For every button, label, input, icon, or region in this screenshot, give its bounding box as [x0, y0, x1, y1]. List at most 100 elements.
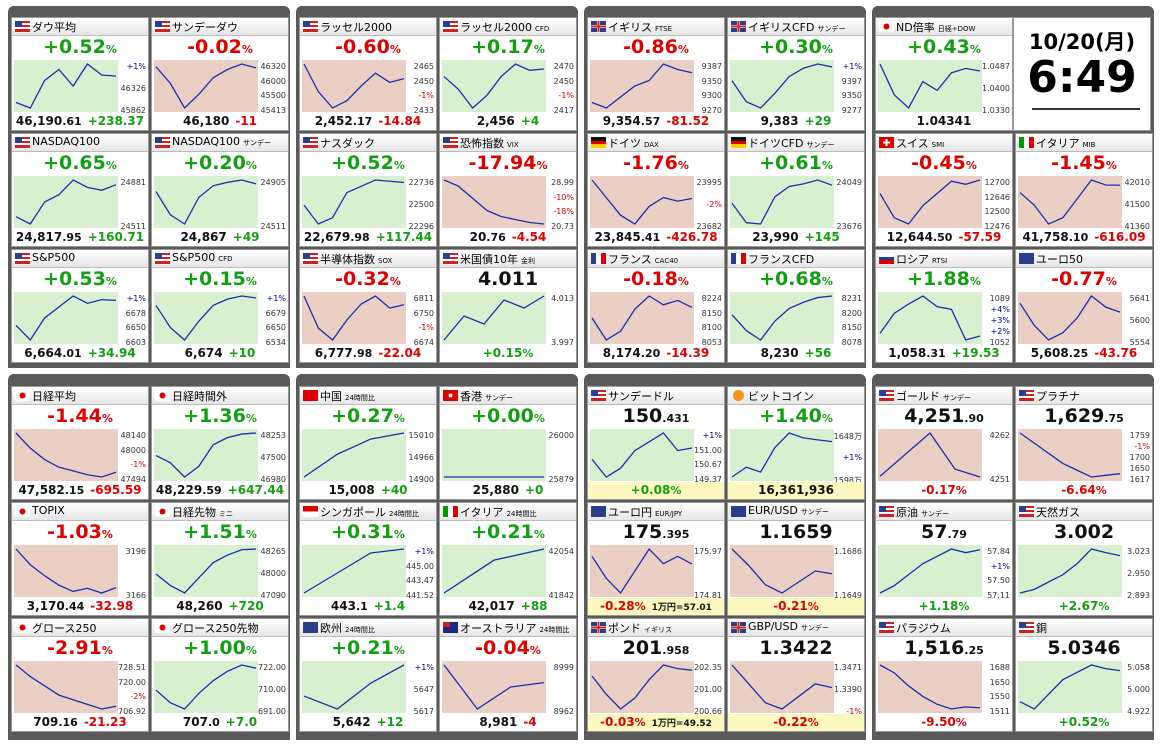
flag-icon	[443, 622, 458, 633]
axis-label: 1688	[989, 663, 1010, 672]
price-line	[443, 179, 545, 225]
axis-label: -1%	[846, 707, 862, 716]
axis-label: 12500	[984, 207, 1010, 217]
tile-tag: SMI	[931, 141, 945, 149]
chart-bg	[730, 292, 834, 344]
tile-name: NASDAQ100	[32, 135, 100, 148]
rule	[1032, 108, 1140, 110]
sparkline-chart	[302, 176, 406, 228]
tile-header: オーストラリア 24時間比	[440, 619, 576, 637]
flag-part	[303, 390, 318, 401]
headline-value: +0.52%	[43, 36, 117, 58]
chart-bg	[878, 545, 982, 597]
axis-label: 42010	[1124, 178, 1150, 187]
axis-label: 691.00	[258, 707, 286, 716]
axis-label: 8962	[553, 707, 574, 716]
footer-value: 48,229.59	[155, 483, 222, 497]
flag-part	[731, 144, 746, 148]
footer-value: +160.71	[87, 230, 145, 244]
axis-label: 24905	[260, 178, 286, 187]
chart-bg	[442, 545, 546, 597]
tile-title: ロシア	[896, 253, 929, 266]
chart-bg	[442, 661, 546, 713]
flag-part	[443, 261, 458, 263]
headline-value: +0.43%	[907, 36, 981, 58]
axis-label: -2%	[130, 692, 146, 702]
flag-part	[731, 253, 736, 264]
market-tile: GBP/USD サンデー 1.3422 1.3471 1.3390 -1% -0.22%	[727, 618, 865, 732]
chart-bg	[730, 429, 834, 481]
chart-bg	[14, 429, 118, 481]
tile-name: ND倍率 日経÷DOW	[896, 19, 975, 35]
tile-title: シンガポール	[320, 506, 386, 519]
flag-icon	[591, 253, 606, 264]
axis-label: 6674	[413, 338, 434, 347]
sparkline-chart	[154, 176, 258, 228]
tile-tag: サンデー	[485, 394, 513, 402]
tile-header: イギリス FTSE	[588, 18, 724, 36]
flag-icon	[1019, 506, 1034, 517]
tile-header: 欧州 24時間比	[300, 619, 436, 637]
flag-part	[443, 21, 450, 27]
tile-footer: 42,017 +88	[440, 598, 576, 615]
axis-label: +4%	[990, 305, 1010, 314]
tile-header: ロシア RTSI	[876, 250, 1012, 268]
market-tile: ラッセル2000 -0.60% 2465 2450 -1% 2433 2,452.17 -14…	[299, 17, 437, 131]
footer-value: -0.17%	[921, 483, 967, 497]
axis-label: -1%	[558, 91, 574, 101]
flag-part	[879, 506, 886, 512]
chart-bg	[730, 60, 834, 112]
axis-label: 6603	[125, 338, 146, 347]
price-line	[1019, 179, 1121, 225]
axis-label: +1%	[126, 62, 146, 71]
sparkline-chart	[442, 292, 546, 344]
footer-value: +0	[524, 483, 544, 497]
flag-part	[303, 263, 318, 264]
axis-label: 8150	[701, 308, 722, 318]
tile-footer: 9,354.57 -81.52	[588, 113, 724, 130]
tile-header: 半導体指数 SOX	[300, 250, 436, 268]
footer-value: 1.04341	[916, 114, 972, 128]
tile-name: 米国債10年 金利	[460, 251, 535, 267]
flag-part	[15, 253, 22, 259]
flag-part	[15, 257, 30, 259]
sparkline-chart	[878, 176, 982, 228]
tile-title: フランス	[608, 253, 652, 266]
tile-header: サンデードル	[588, 387, 724, 405]
tile-title: 恐怖指数	[460, 137, 504, 150]
tile-name: 銅	[1036, 620, 1047, 636]
footer-value: -426.78	[666, 230, 718, 244]
flag-part	[303, 506, 318, 512]
chart-bg	[302, 545, 406, 597]
chart-bg	[1018, 429, 1122, 481]
flag-part	[733, 390, 744, 401]
axis-label: -1%	[130, 460, 146, 470]
flag-part	[443, 506, 448, 517]
market-tile: EUR/USD サンデー 1.1659 1.1686 1.1649 -0.21%	[727, 502, 865, 616]
tile-name: S&P500	[32, 251, 75, 264]
headline-value: 1.3422	[759, 637, 833, 659]
flag-part	[879, 514, 894, 516]
flag-part	[591, 253, 596, 264]
footer-value: -32.98	[90, 599, 134, 613]
axis-label: 174.81	[694, 591, 722, 600]
tile-title: イタリア	[460, 506, 504, 519]
footer-value: +40	[380, 483, 408, 497]
axis-label: 24511	[120, 222, 146, 231]
tile-footer: 5,608.25 -43.76	[1016, 345, 1152, 362]
tile-tag: サンデー	[800, 508, 829, 516]
axis-label: 1.3390	[834, 685, 862, 694]
flag-icon	[443, 21, 458, 32]
axis-label: 12700	[984, 178, 1010, 187]
flag-part	[303, 137, 318, 139]
flag-icon	[731, 506, 746, 517]
footer-value: 25,880	[472, 483, 519, 497]
tile-title: ナスダック	[320, 137, 375, 150]
axis-label: +1%	[266, 294, 286, 303]
flag-part	[1019, 394, 1034, 396]
footer-value: +88	[520, 599, 548, 613]
flag-icon	[591, 390, 606, 401]
flag-icon	[155, 390, 170, 401]
footer-value: 23,990	[752, 230, 799, 244]
flag-part	[1019, 390, 1026, 396]
